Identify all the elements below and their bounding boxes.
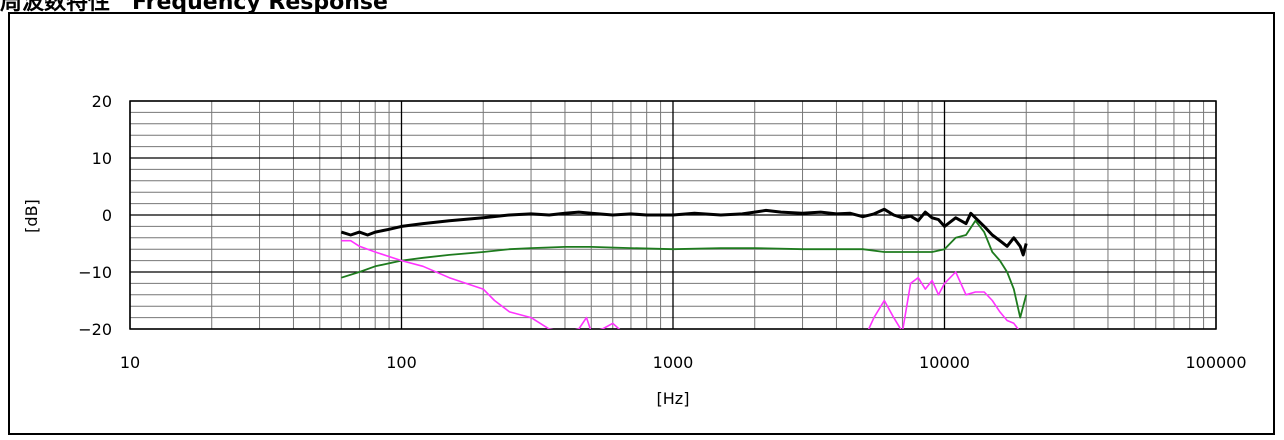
- x-tick-label: 10: [120, 353, 140, 372]
- series-line-green: [341, 219, 1028, 319]
- y-tick-label: 10: [92, 149, 112, 168]
- series-line-black: [340, 207, 1028, 257]
- y-axis-label: [dB]: [22, 199, 41, 233]
- plot-area: [129, 100, 1217, 330]
- y-tick-label: 0: [102, 206, 112, 225]
- y-tick-label: −20: [78, 320, 112, 339]
- x-tick-label: 10000: [919, 353, 970, 372]
- series-lines: [340, 207, 1028, 329]
- page-title: 周波数特性 Frequency Response: [0, 0, 388, 15]
- x-axis-label: [Hz]: [657, 389, 690, 408]
- x-tick-label: 1000: [653, 353, 694, 372]
- series-line-magenta: [341, 239, 1020, 329]
- chart-frame: [8, 12, 1275, 435]
- y-tick-label: 20: [92, 92, 112, 111]
- x-tick-label: 100: [386, 353, 417, 372]
- y-tick-label: −10: [78, 263, 112, 282]
- x-tick-label: 100000: [1185, 353, 1246, 372]
